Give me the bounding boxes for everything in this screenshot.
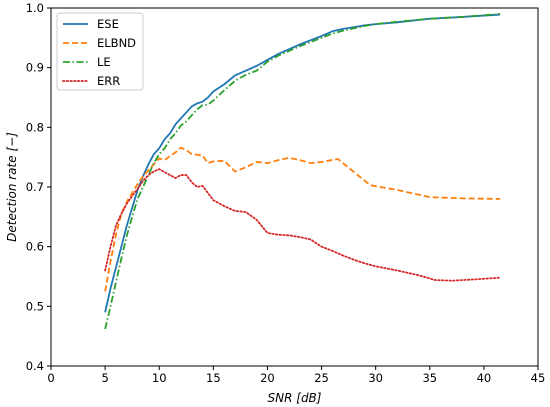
y-tick-label: 1.0 (26, 1, 44, 15)
x-axis-title: SNR [dB] (268, 391, 322, 405)
legend: ESE ELBND LE ERR (56, 12, 144, 91)
y-tick-label: 0.5 (26, 299, 44, 313)
x-tick-label: 5 (101, 371, 108, 385)
legend-items: ESE ELBND LE ERR (62, 17, 136, 88)
x-tick-label: 40 (477, 371, 492, 385)
legend-label-ese: ESE (97, 17, 119, 31)
legend-label-elbnd: ELBND (97, 36, 136, 50)
series-line-ese (104, 13, 501, 313)
series-line-le (104, 13, 501, 330)
y-axis-ticks: 0.4 0.5 0.6 0.7 0.8 0.9 1.0 (26, 1, 51, 373)
y-tick-label: 0.9 (26, 61, 44, 75)
x-tick-label: 10 (152, 371, 167, 385)
y-tick-label: 0.6 (26, 240, 44, 254)
y-tick-label: 0.4 (26, 359, 44, 373)
series-layer (104, 13, 502, 330)
y-axis-title: Detection rate [−] (5, 132, 19, 242)
y-tick-label: 0.7 (26, 180, 44, 194)
x-tick-label: 45 (531, 371, 546, 385)
x-tick-label: 35 (422, 371, 437, 385)
series-line-elbnd (104, 146, 501, 292)
legend-label-le: LE (97, 55, 111, 69)
y-tick-label: 0.8 (26, 120, 44, 134)
x-tick-label: 25 (314, 371, 329, 385)
x-tick-label: 0 (47, 371, 54, 385)
x-tick-label: 20 (260, 371, 275, 385)
legend-box (56, 12, 144, 91)
series-line-err (104, 168, 502, 282)
x-tick-label: 15 (206, 371, 221, 385)
x-axis-ticks: 0 5 10 15 20 25 30 35 40 45 (47, 366, 545, 385)
x-tick-label: 30 (368, 371, 383, 385)
legend-label-err: ERR (97, 74, 120, 88)
